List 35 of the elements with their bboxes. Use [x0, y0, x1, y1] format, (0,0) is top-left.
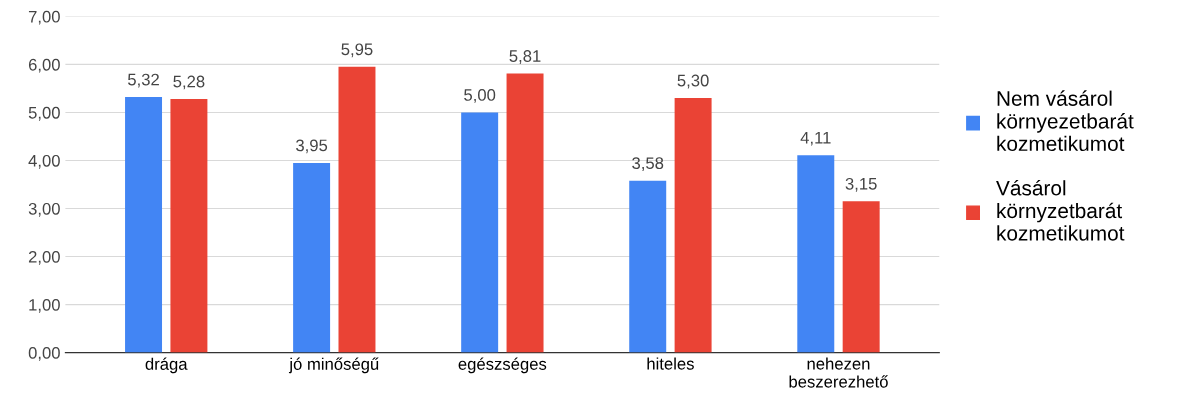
data-label: 5,28: [173, 75, 205, 90]
y-tick-label: 7,00: [28, 10, 60, 25]
y-tick-label: 3,00: [28, 202, 60, 217]
x-tick-label: nehezen beszerezhető: [789, 357, 888, 388]
data-label: 3,95: [296, 139, 328, 154]
x-tick-label: hiteles: [647, 357, 694, 370]
bar: [461, 112, 499, 353]
data-label: 3,58: [632, 157, 664, 171]
bar: [629, 180, 667, 353]
y-tick-label: 0,00: [28, 347, 60, 361]
y-tick-label: 5,00: [28, 106, 60, 121]
y-tick-label: 2,00: [28, 250, 60, 265]
bar: [797, 155, 835, 353]
data-label: 5,30: [677, 74, 709, 89]
legend-label: Vásárol környzetbarát kozmetikumot: [996, 179, 1125, 241]
bar: [842, 201, 880, 353]
x-tick-label: jó minőségű: [288, 357, 379, 374]
data-label: 5,00: [464, 89, 496, 103]
bar: [674, 98, 712, 353]
bar: [293, 162, 331, 353]
data-label: 5,95: [341, 43, 373, 58]
y-tick-label: 6,00: [28, 58, 60, 73]
bar: [170, 99, 208, 353]
data-label: 3,15: [845, 177, 877, 192]
legend-label: Nem vásárol környezetbarát kozmetikumot: [997, 90, 1134, 152]
data-label: 5,32: [127, 73, 159, 88]
y-tick-label: 1,00: [29, 298, 60, 313]
bar: [506, 73, 544, 353]
data-label: 4,11: [800, 131, 831, 146]
y-tick-label: 4,00: [28, 154, 60, 169]
x-tick-label: egészséges: [458, 357, 547, 374]
bar: [125, 97, 163, 353]
x-tick-label: drága: [145, 357, 188, 374]
bar: [338, 66, 376, 353]
data-label: 5,81: [509, 50, 541, 64]
